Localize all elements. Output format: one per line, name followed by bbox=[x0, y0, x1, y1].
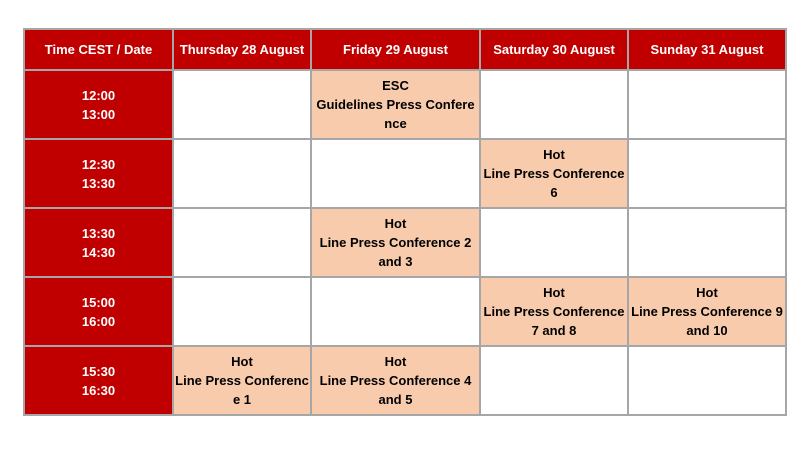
time-text: 15:30 bbox=[81, 363, 116, 379]
empty-cell-sunday bbox=[627, 207, 787, 278]
event-text: Line Press Conference bbox=[483, 304, 625, 319]
table-row: 15:30 16:30 Hot Line Press Conferenc e 1 Hot L… bbox=[23, 345, 787, 416]
event-text: Hot bbox=[231, 354, 253, 369]
event-text: Line Press Conference 4 bbox=[319, 373, 472, 388]
empty-cell-thursday bbox=[172, 138, 312, 209]
time-slot: 15:30 16:30 bbox=[23, 345, 174, 416]
header-time: Time CEST / Date bbox=[23, 28, 174, 71]
event-text: Line Press Conference 2 bbox=[319, 235, 472, 250]
time-text: 12:00 bbox=[81, 87, 116, 103]
event-text: Hot bbox=[384, 216, 407, 231]
schedule-table: Time CEST / Date Thursday 28 August Frid… bbox=[23, 28, 787, 416]
time-text: 16:30 bbox=[81, 382, 116, 398]
time-text: 13:30 bbox=[81, 175, 116, 191]
empty-cell-saturday bbox=[479, 69, 629, 140]
empty-cell-sunday bbox=[627, 345, 787, 416]
table-row: 12:00 13:00 ESC Guidelines Press Confere nce bbox=[23, 69, 787, 140]
time-text: 14:30 bbox=[81, 244, 116, 260]
empty-cell-saturday bbox=[479, 207, 629, 278]
empty-cell-friday bbox=[310, 138, 481, 209]
event-text: 7 and 8 bbox=[531, 323, 577, 338]
event-text: and 3 bbox=[378, 254, 413, 269]
event-text: and 5 bbox=[378, 392, 413, 407]
empty-cell-thursday bbox=[172, 276, 312, 347]
header-saturday: Saturday 30 August bbox=[479, 28, 629, 71]
time-slot: 12:30 13:30 bbox=[23, 138, 174, 209]
event-text: Hot bbox=[384, 354, 407, 369]
header-thursday: Thursday 28 August bbox=[172, 28, 312, 71]
event-cell-saturday: Hot Line Press Conference 7 and 8 bbox=[479, 276, 629, 347]
event-text: Hot bbox=[543, 285, 565, 300]
event-text: and 10 bbox=[686, 323, 728, 338]
time-text: 15:00 bbox=[81, 294, 116, 310]
event-text: Guidelines Press Confere bbox=[316, 97, 475, 112]
event-text: nce bbox=[384, 116, 407, 131]
event-cell-saturday: Hot Line Press Conference 6 bbox=[479, 138, 629, 209]
header-sunday: Sunday 31 August bbox=[627, 28, 787, 71]
time-text: 13:00 bbox=[81, 106, 116, 122]
event-text: ESC bbox=[382, 78, 409, 93]
header-friday: Friday 29 August bbox=[310, 28, 481, 71]
empty-cell-thursday bbox=[172, 207, 312, 278]
event-cell-sunday: Hot Line Press Conference 9 and 10 bbox=[627, 276, 787, 347]
event-text: Line Press Conference 9 bbox=[631, 304, 783, 319]
event-text: Hot bbox=[696, 285, 718, 300]
event-cell-friday: Hot Line Press Conference 2 and 3 bbox=[310, 207, 481, 278]
table-row: 12:30 13:30 Hot Line Press Conference 6 bbox=[23, 138, 787, 209]
event-cell-friday: Hot Line Press Conference 4 and 5 bbox=[310, 345, 481, 416]
time-text: 13:30 bbox=[81, 225, 116, 241]
time-slot: 12:00 13:00 bbox=[23, 69, 174, 140]
empty-cell-sunday bbox=[627, 69, 787, 140]
empty-cell-saturday bbox=[479, 345, 629, 416]
event-text: Line Press Conference bbox=[483, 166, 625, 181]
event-cell-friday: ESC Guidelines Press Confere nce bbox=[310, 69, 481, 140]
event-text: Line Press Conferenc bbox=[175, 373, 309, 388]
table-row: 15:00 16:00 Hot Line Press Conference 7 and … bbox=[23, 276, 787, 347]
time-text: 12:30 bbox=[81, 156, 116, 172]
header-row: Time CEST / Date Thursday 28 August Frid… bbox=[23, 28, 787, 71]
empty-cell-sunday bbox=[627, 138, 787, 209]
event-text: 6 bbox=[550, 185, 558, 200]
event-text: e 1 bbox=[232, 392, 252, 407]
event-cell-thursday: Hot Line Press Conferenc e 1 bbox=[172, 345, 312, 416]
empty-cell-thursday bbox=[172, 69, 312, 140]
time-text: 16:00 bbox=[81, 313, 116, 329]
time-slot: 13:30 14:30 bbox=[23, 207, 174, 278]
empty-cell-friday bbox=[310, 276, 481, 347]
table-row: 13:30 14:30 Hot Line Press Conference 2 and … bbox=[23, 207, 787, 278]
event-text: Hot bbox=[543, 147, 565, 162]
time-slot: 15:00 16:00 bbox=[23, 276, 174, 347]
